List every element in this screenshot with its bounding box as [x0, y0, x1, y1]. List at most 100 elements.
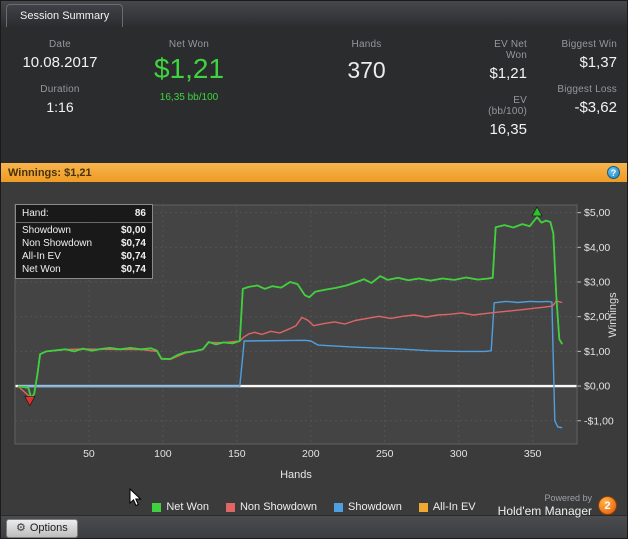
plot-border	[14, 204, 578, 445]
y-tick-label: -$1,00	[584, 415, 614, 427]
legend-item[interactable]: All-In EV	[418, 501, 476, 513]
hands-value: 370	[347, 57, 386, 83]
ev-net-won-value: $1,21	[489, 65, 527, 82]
series-showdown	[18, 300, 563, 429]
chart-tooltip: Hand: 86 Showdown $0,00 Non Showdown $0,74 All…	[15, 204, 153, 279]
tooltip-row-label: Non Showdown	[22, 238, 93, 249]
stats-panel: Date 10.08.2017 Duration 1:16 Net Won $1…	[1, 27, 627, 163]
biggest-win-value: $1,37	[579, 54, 617, 71]
tooltip-row-value: $0,00	[120, 225, 146, 236]
legend-swatch-icon	[225, 502, 235, 512]
tooltip-row-value: $0,74	[120, 264, 146, 275]
x-tick-label: 150	[228, 448, 246, 460]
stats-column-date: Date 10.08.2017 Duration 1:16	[1, 39, 119, 157]
legend-label: Non Showdown	[239, 501, 318, 513]
powered-by: Powered by Hold'em Manager 2	[498, 493, 617, 518]
tab-session-summary[interactable]: Session Summary	[6, 4, 124, 27]
tooltip-row-value: $0,74	[120, 251, 146, 262]
mouse-cursor-icon	[129, 488, 142, 507]
x-axis-title: Hands	[280, 469, 312, 481]
tab-strip: Session Summary	[1, 1, 627, 27]
winnings-bar: Winnings: $1,21 ?	[1, 163, 627, 182]
peak-marker-icon	[531, 206, 543, 217]
bottom-bar: ⚙ Options	[1, 515, 627, 538]
duration-label: Duration	[40, 84, 80, 95]
duration-value: 1:16	[46, 99, 74, 115]
tooltip-row: Showdown $0,00	[16, 224, 152, 237]
legend-item[interactable]: Net Won	[152, 501, 209, 513]
x-tick-label: 200	[302, 448, 320, 460]
hands-label: Hands	[351, 39, 382, 50]
options-label: Options	[29, 522, 68, 534]
stat-hands: Hands 370	[347, 39, 385, 84]
y-tick-label: $3,00	[584, 277, 610, 289]
chart-panel: 50 100 150 200 250 300 350 $5,00 $4,00 $3,00 $2,00…	[1, 182, 627, 515]
stats-column-net-won: Net Won $1,21 16,35 bb/100	[119, 39, 259, 157]
info-icon[interactable]: ?	[607, 166, 620, 179]
legend-swatch-icon	[334, 502, 344, 512]
x-tick-label: 250	[376, 448, 394, 460]
stat-date: Date 10.08.2017	[22, 39, 97, 71]
y-tick-label: $1,00	[584, 346, 610, 358]
date-value: 10.08.2017	[22, 54, 98, 71]
stat-ev-bb100: EV (bb/100) 16,35	[474, 95, 527, 138]
ev-net-won-label: EV Net Won	[494, 39, 527, 61]
legend-item[interactable]: Non Showdown	[225, 501, 318, 513]
stat-biggest-win: Biggest Win $1,37	[561, 39, 617, 71]
stats-column-ev: EV Net Won $1,21 EV (bb/100) 16,35	[474, 39, 527, 157]
tab-label: Session Summary	[20, 10, 110, 22]
x-tick-label: 100	[154, 448, 172, 460]
options-button[interactable]: ⚙ Options	[6, 518, 78, 538]
winnings-bar-label: Winnings: $1,21	[8, 166, 92, 179]
legend-label: Net Won	[166, 501, 209, 513]
tooltip-row-label: All-In EV	[22, 251, 61, 262]
legend-label: Showdown	[348, 501, 402, 513]
date-label: Date	[49, 39, 71, 50]
y-tick-label: $0,00	[584, 381, 610, 393]
tooltip-row: All-In EV $0,74	[16, 250, 152, 263]
y-tick-label: $2,00	[584, 311, 610, 323]
ev-bb100-label: EV (bb/100)	[488, 95, 527, 117]
ev-bb100-value: 16,35	[489, 121, 527, 138]
stat-biggest-loss: Biggest Loss -$3,62	[557, 84, 617, 116]
hm2-logo-icon: 2	[598, 496, 617, 515]
tooltip-row-label: Showdown	[22, 225, 71, 236]
winnings-chart: 50 100 150 200 250 300 350 $5,00 $4,00 $3,00 $2,00…	[14, 204, 614, 481]
powered-by-text: Powered by Hold'em Manager	[498, 493, 592, 518]
net-won-value: $1,21	[153, 53, 225, 84]
x-tick-label: 50	[83, 448, 95, 460]
legend-swatch-icon	[152, 502, 162, 512]
x-tick-label: 350	[524, 448, 542, 460]
legend-label: All-In EV	[432, 501, 476, 513]
tooltip-row: Net Won $0,74	[16, 263, 152, 276]
brand-name: Hold'em Manager	[497, 504, 592, 518]
powered-by-label: Powered by	[544, 493, 592, 503]
x-tick-label: 300	[450, 448, 468, 460]
chart-legend: Net Won Non Showdown Showdown All-In EV	[1, 501, 627, 513]
gear-icon: ⚙	[16, 521, 26, 534]
stats-column-biggest: Biggest Win $1,37 Biggest Loss -$3,62	[527, 39, 627, 157]
stat-ev-net-won: EV Net Won $1,21	[474, 39, 527, 82]
stats-column-hands: Hands 370	[259, 39, 474, 157]
biggest-loss-value: -$3,62	[574, 99, 617, 116]
tooltip-row-value: 86	[134, 208, 146, 219]
y-axis-title: Winnings	[607, 292, 619, 338]
low-marker-icon	[24, 396, 36, 407]
biggest-loss-label: Biggest Loss	[557, 84, 617, 95]
stat-net-won: Net Won $1,21 16,35 bb/100	[154, 39, 224, 103]
y-tick-label: $5,00	[584, 207, 610, 219]
legend-item[interactable]: Showdown	[334, 501, 402, 513]
legend-swatch-icon	[418, 502, 428, 512]
tooltip-row: Non Showdown $0,74	[16, 237, 152, 250]
biggest-win-label: Biggest Win	[561, 39, 617, 50]
net-won-label: Net Won	[168, 39, 210, 50]
series-net-won	[17, 216, 563, 400]
tooltip-row: Hand: 86	[16, 207, 152, 223]
tooltip-row-label: Net Won	[22, 264, 61, 275]
tooltip-row-label: Hand:	[22, 208, 49, 219]
tooltip-row-value: $0,74	[120, 238, 146, 249]
net-won-bb100: 16,35 bb/100	[159, 92, 219, 103]
stat-duration: Duration 1:16	[40, 84, 79, 115]
y-tick-label: $4,00	[584, 242, 610, 254]
